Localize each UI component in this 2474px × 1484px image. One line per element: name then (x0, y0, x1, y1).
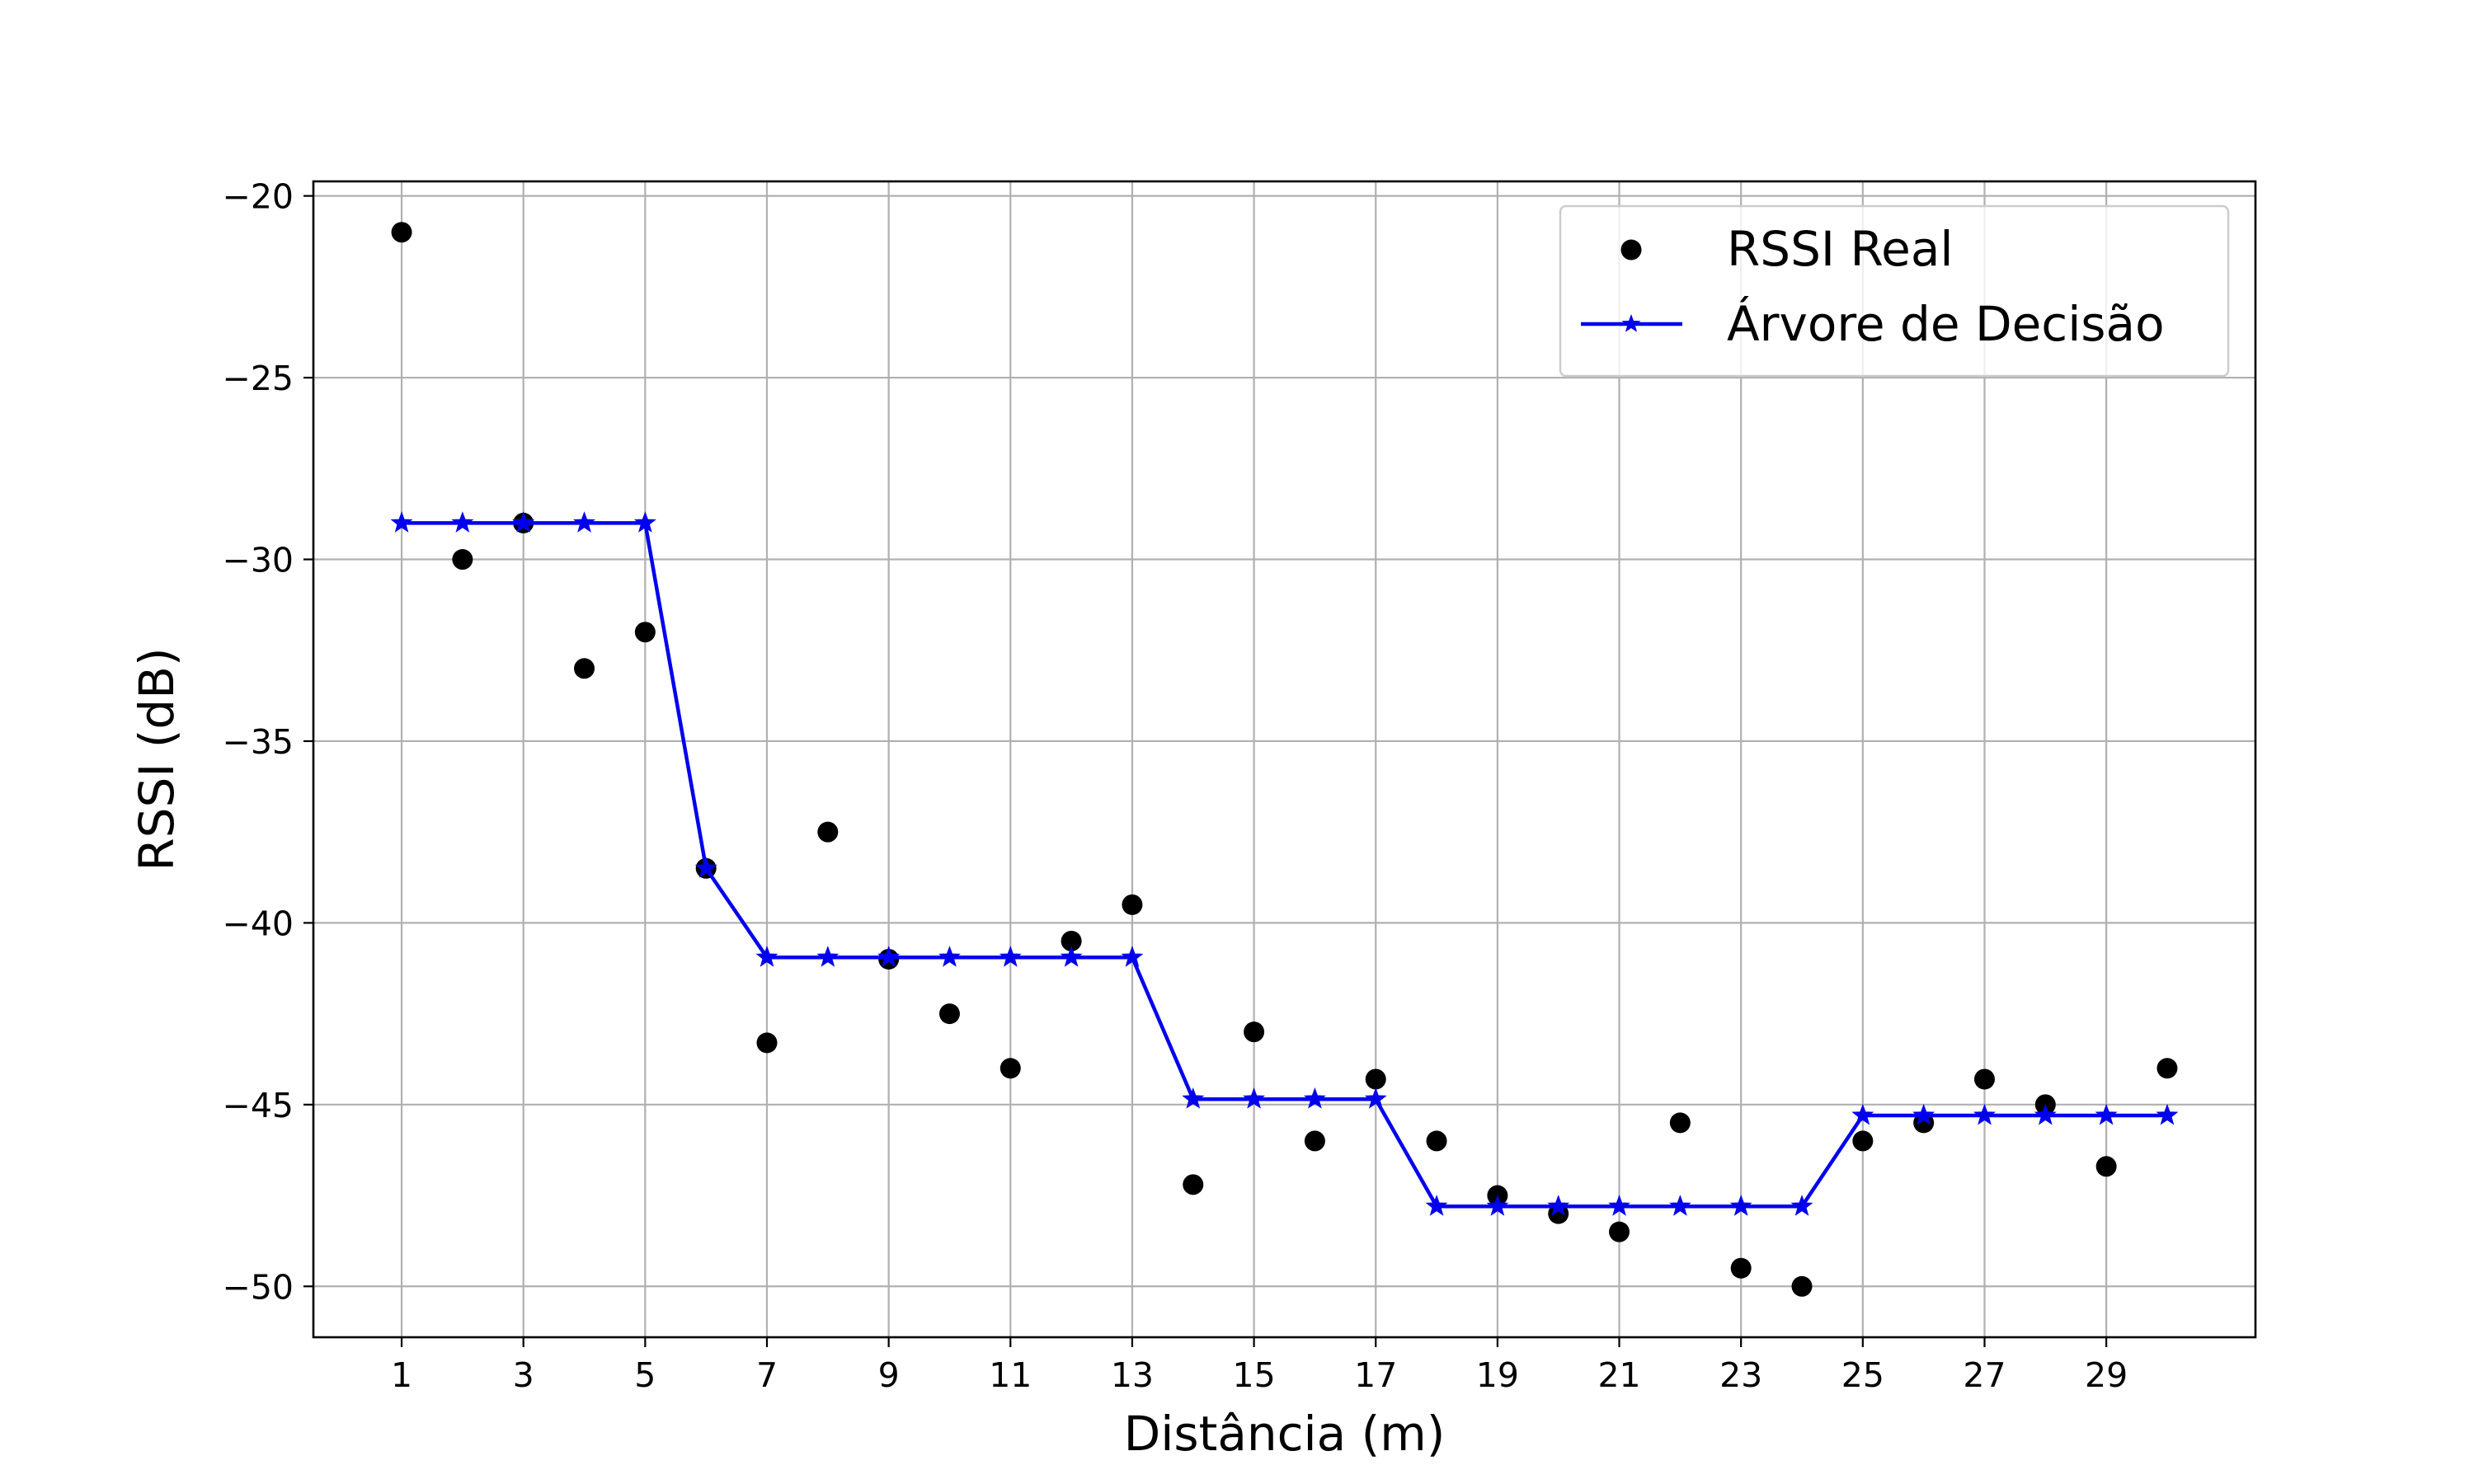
x-tick-label: 5 (634, 1355, 656, 1395)
arvore-de-decisao-point (390, 511, 413, 533)
arvore-de-decisao-point (633, 511, 656, 533)
arvore-de-decisao-point (1547, 1195, 1570, 1216)
x-tick-label: 13 (1111, 1355, 1154, 1395)
arvore-de-decisao-point (1608, 1195, 1631, 1216)
arvore-de-decisao-point (816, 946, 840, 967)
rssi-real-point (1913, 1112, 1935, 1134)
y-tick-label: −40 (222, 904, 294, 943)
arvore-de-decisao-point (573, 511, 595, 533)
arvore-de-decisao-point (2095, 1103, 2118, 1125)
rssi-real-point (1669, 1112, 1691, 1134)
arvore-de-decisao-point (1182, 1087, 1205, 1109)
arvore-de-decisao-point (1912, 1103, 1935, 1125)
arvore-de-decisao-point (1060, 946, 1083, 967)
legend-marker-arvore-de-decisao (1621, 314, 1641, 332)
rssi-real-point (391, 222, 412, 243)
rssi-real-point (1791, 1275, 1813, 1297)
x-tick-label: 17 (1354, 1355, 1397, 1395)
arvore-de-decisao-point (1851, 1103, 1874, 1125)
x-tick-label: 19 (1476, 1355, 1519, 1395)
legend-marker-rssi-real (1620, 239, 1642, 261)
x-tick-label: 3 (513, 1355, 534, 1395)
rssi-real-point (999, 1058, 1021, 1079)
arvore-de-decisao-point (1729, 1195, 1752, 1216)
arvore-de-decisao-point (1121, 946, 1144, 967)
rssi-real-point (756, 1032, 778, 1054)
x-tick-label: 25 (1841, 1355, 1884, 1395)
grid (313, 181, 2255, 1337)
x-tick-label: 9 (878, 1355, 900, 1395)
rssi-real-point (452, 549, 473, 571)
arvore-de-decisao-point (755, 946, 778, 967)
rssi-real-point (1061, 930, 1082, 951)
arvore-de-decisao-point (1364, 1087, 1387, 1109)
arvore-de-decisao-point (1243, 1087, 1266, 1109)
x-tick-label: 29 (2085, 1355, 2128, 1395)
rssi-real-point (2095, 1156, 2117, 1177)
rssi-real-point (1122, 894, 1143, 915)
legend: RSSI Real Árvore de Decisão (1559, 204, 2230, 378)
y-axis-title: RSSI (dB) (129, 647, 185, 871)
legend-label-arvore-de-decisao: Árvore de Decisão (1727, 295, 2165, 352)
arvore-de-decisao-point (1790, 1195, 1813, 1216)
rssi-real-point (938, 1003, 960, 1025)
x-tick-label: 11 (989, 1355, 1032, 1395)
rssi-real-point (2157, 1058, 2178, 1079)
rssi-real-point (1365, 1068, 1386, 1090)
arvore-de-decisao-point (2034, 1103, 2057, 1125)
rssi-real-point (1973, 1068, 1995, 1090)
series-layer (390, 222, 2179, 1297)
y-tick-label: −50 (222, 1267, 294, 1307)
x-tick-label: 23 (1719, 1355, 1762, 1395)
y-tick-label: −25 (222, 359, 294, 398)
rssi-real-point (1304, 1130, 1325, 1152)
x-tick-label: 7 (756, 1355, 778, 1395)
y-tick-label: −30 (222, 541, 294, 580)
y-tick-label: −35 (222, 722, 294, 762)
arvore-de-decisao-point (1425, 1195, 1448, 1216)
arvore-de-decisao-point (2156, 1103, 2179, 1125)
rssi-real-point (1183, 1174, 1204, 1195)
arvore-de-decisao-point (694, 857, 717, 878)
x-tick-label: 21 (1597, 1355, 1640, 1395)
arvore-de-decisao-point (938, 946, 961, 967)
x-tick-label: 27 (1963, 1355, 2006, 1395)
arvore-de-decisao-point (1486, 1195, 1509, 1216)
arvore-de-decisao-line (402, 521, 2167, 1209)
legend-box (1559, 204, 2230, 378)
arvore-de-decisao-point (877, 946, 901, 967)
y-axis-ticks: −20 −25 −30 −35 −40 −45 −50 (222, 177, 313, 1307)
x-axis-ticks: 1 3 5 7 9 11 13 15 17 19 21 23 25 27 29 (391, 1337, 2128, 1395)
plot-frame (312, 180, 2257, 1339)
rssi-real-point (1548, 1203, 1569, 1224)
x-axis-title: Distância (m) (1124, 1406, 1446, 1462)
arvore-de-decisao-point (1973, 1103, 1996, 1125)
legend-label-rssi-real: RSSI Real (1727, 221, 1954, 277)
x-tick-label: 1 (391, 1355, 412, 1395)
rssi-real-point (1244, 1021, 1265, 1043)
rssi-real-point (1852, 1130, 1874, 1152)
arvore-de-decisao-point (512, 511, 535, 533)
y-tick-label: −20 (222, 177, 294, 217)
rssi-real-point (1609, 1221, 1630, 1242)
arvore-de-decisao-point (1303, 1087, 1326, 1109)
x-tick-label: 15 (1233, 1355, 1276, 1395)
rssi-real-point (1426, 1130, 1447, 1152)
arvore-de-decisao-point (1668, 1195, 1691, 1216)
rssi-real-point (634, 622, 656, 643)
arvore-de-decisao-point (451, 511, 474, 533)
y-tick-label: −45 (222, 1086, 294, 1125)
rssi-real-point (1730, 1257, 1752, 1279)
rssi-real-point (574, 658, 595, 679)
rssi-real-point (817, 821, 839, 843)
arvore-de-decisao-point (999, 946, 1022, 967)
